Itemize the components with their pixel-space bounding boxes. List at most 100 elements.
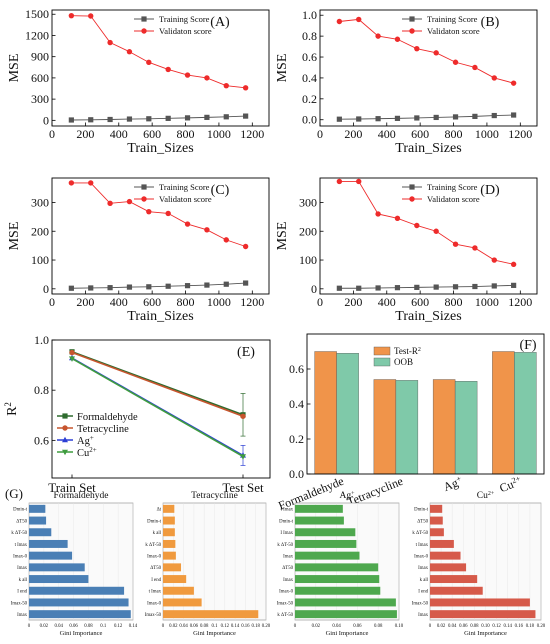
data-point (204, 114, 210, 120)
gini-panel-3: 0 0.02 0.04 0.06 0.08 0.10 0.12 0.14 0.16 0.18 0.2… (412, 491, 546, 637)
x-tick-label: 1200 (240, 127, 264, 141)
y-tick-label: Imax-50 (11, 601, 28, 606)
bar (514, 352, 537, 475)
data-point (336, 116, 342, 122)
y-tick-label: 1500 (25, 7, 49, 21)
x-tick-label: 200 (76, 295, 94, 309)
x-axis-label: Train_Sizes (127, 309, 193, 324)
learning-curve-panel-2: 0 200 400 600 800 1000 1200 0 100 200 300 Train_Siz… (7, 180, 264, 324)
x-tick-label: 0.10 (395, 624, 404, 629)
bar (29, 610, 131, 619)
bar (430, 528, 444, 537)
y-tick-label: k all (19, 578, 28, 583)
legend-label: Validaton score (427, 26, 480, 36)
panel-label: (F) (519, 338, 536, 353)
legend-label: Validaton score (159, 26, 212, 36)
bar (29, 504, 46, 513)
data-point (452, 114, 459, 120)
y-tick-label: I end (418, 590, 428, 595)
y-tick-label: 0.0 (302, 113, 317, 127)
bar (295, 610, 397, 619)
x-tick-label: 0.02 (437, 624, 446, 629)
legend-marker (141, 28, 147, 34)
legend-marker (62, 436, 68, 443)
y-axis-label: MSE (275, 54, 290, 83)
bar (295, 551, 360, 560)
x-tick-label: 1200 (240, 295, 264, 309)
data-point (107, 39, 113, 46)
plot-frame (51, 177, 270, 295)
y-tick-label: Imax (17, 566, 27, 571)
x-tick-label: 0.12 (221, 624, 230, 629)
data-point (88, 13, 94, 19)
bar (295, 575, 380, 584)
legend-label: Training Score (427, 14, 478, 24)
series-line (71, 115, 246, 121)
data-point (240, 454, 246, 460)
x-axis-label: Train_Sizes (395, 141, 461, 156)
y-tick-label: Imax-50 (277, 601, 294, 606)
bar (163, 598, 202, 607)
legend-marker (141, 16, 147, 22)
data-point (394, 215, 401, 221)
data-point (472, 245, 478, 251)
legend-label: Cu2+ (77, 446, 97, 459)
y-tick-label: 300 (31, 195, 49, 209)
data-point (68, 180, 75, 186)
legend-marker (409, 184, 415, 190)
y-tick-label: t Imax (281, 508, 294, 513)
bar (29, 575, 89, 584)
data-point (511, 112, 517, 118)
legend-label: Test-R2 (394, 346, 421, 356)
data-point (243, 280, 249, 286)
y-tick-label: 0 (43, 282, 49, 296)
legend-label: Validaton score (159, 194, 212, 204)
y-tick-label: ΔT50 (282, 566, 293, 571)
data-point (394, 285, 401, 291)
data-point (452, 284, 459, 290)
y-tick-label: 1200 (25, 28, 49, 42)
bar (430, 563, 467, 572)
bar (163, 610, 259, 619)
bar (29, 586, 125, 595)
y-axis-label: MSE (275, 222, 290, 251)
y-tick-label: Imax (17, 613, 27, 618)
y-tick-label: 1.0 (34, 333, 49, 347)
data-point (414, 222, 420, 229)
x-tick-label: Ag+ (441, 473, 465, 494)
x-tick-label: 0.08 (84, 624, 93, 629)
series-line (71, 15, 246, 89)
data-point (242, 243, 249, 250)
y-tick-label: ΔT50 (417, 519, 428, 524)
data-point (204, 282, 210, 288)
bar (163, 551, 176, 560)
legend-label: Training Score (159, 14, 210, 24)
y-tick-label: k all (420, 578, 429, 583)
x-tick-label: 0 (294, 624, 297, 629)
y-tick-label: 0.6 (302, 50, 317, 64)
plot-frame (319, 9, 538, 127)
series-line (339, 284, 514, 289)
x-tick-label: 0 (28, 624, 31, 629)
data-point (375, 285, 381, 291)
bar (163, 539, 176, 548)
x-tick-label: 0.12 (492, 624, 501, 629)
data-point (146, 116, 152, 122)
bar (430, 539, 454, 548)
x-tick-label: 1000 (207, 127, 231, 141)
bar (430, 504, 443, 513)
bar (430, 516, 443, 525)
data-point (356, 178, 362, 185)
legend-label: Tetracycline (77, 424, 129, 435)
data-point (107, 116, 113, 123)
x-tick-label: 0 (49, 127, 55, 141)
y-tick-label: 0.2 (302, 92, 317, 106)
bar (430, 598, 530, 607)
x-tick-label: 800 (445, 127, 463, 141)
x-tick-label: 0.04 (179, 624, 188, 629)
learning-curve-panel-1: 0 200 400 600 800 1000 1200 0.0 0.2 0.4 0.6 0.8 1.0 T… (275, 8, 532, 156)
y-tick-label: Imax (418, 566, 428, 571)
